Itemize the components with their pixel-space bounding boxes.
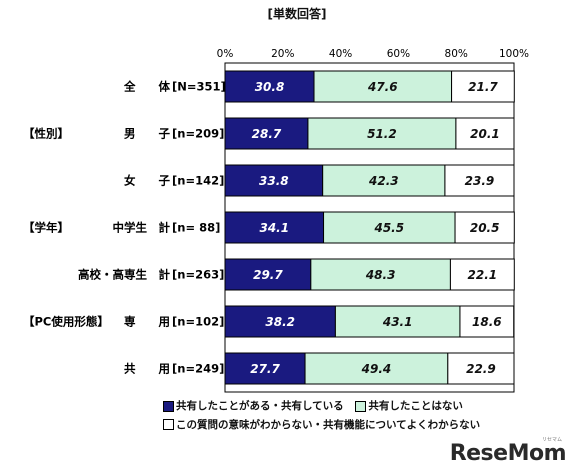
bar-value-label: 21.7 (468, 80, 498, 94)
bar-value-label: 28.7 (252, 127, 282, 141)
x-tick-label: 100% (499, 48, 529, 60)
bar-segment (310, 258, 451, 291)
legend-label-shared: 共有したことがある・共有している (176, 400, 344, 412)
legend-item-shared: 共有したことがある・共有している (163, 398, 344, 414)
bar-segment (323, 211, 456, 244)
row-category-label: 男 子 (124, 127, 170, 141)
legend-swatch-unknown (163, 419, 174, 430)
row-n-label: [n=249] (172, 362, 224, 376)
row-category-label: 中学生 計 (113, 221, 171, 235)
bar-value-label: 45.5 (373, 221, 404, 235)
row-n-label: [n=102] (172, 315, 224, 329)
row-category-label: 共 用 (124, 362, 170, 376)
legend-label-not-shared: 共有したことはない (368, 400, 463, 412)
bar-value-label: 18.6 (472, 315, 502, 329)
unit-label: [単数回答] (267, 7, 327, 21)
row-n-label: [n=142] (172, 174, 224, 188)
row-n-label: [N=351] (172, 80, 226, 94)
bar-value-label: 47.6 (367, 80, 398, 94)
legend-item-unknown: この質問の意味がわからない・共有機能についてよくわからない (163, 417, 480, 433)
row-category-label: 専 用 (124, 315, 170, 329)
row-n-label: [n= 88] (172, 221, 220, 235)
legend-swatch-shared (163, 400, 174, 412)
bar-segment (304, 352, 449, 385)
row-category-label: 高校・高専生 計 (78, 268, 170, 282)
bar-segment (224, 352, 306, 385)
bar-value-label: 30.8 (255, 80, 285, 94)
legend: 共有したことがある・共有している 共有したことはない この質問の意味がわからない… (163, 398, 503, 435)
legend-label-unknown: この質問の意味がわからない・共有機能についてよくわからない (176, 418, 481, 431)
bar-segment (447, 352, 515, 385)
watermark-sub: リセマム (541, 437, 562, 443)
bar-segment (444, 164, 515, 197)
legend-item-not-shared: 共有したことはない (355, 398, 463, 414)
legend-swatch-not-shared (355, 400, 367, 412)
bar-value-label: 38.2 (265, 315, 295, 329)
bar-value-label: 33.8 (259, 174, 289, 188)
bar-segment (224, 211, 325, 244)
bar-value-label: 20.5 (470, 221, 500, 235)
row-category-label: 全 体 (123, 80, 170, 94)
row-n-label: [n=263] (172, 268, 224, 282)
bar-value-label: 27.7 (250, 362, 280, 376)
row-category-label: 女 子 (124, 174, 170, 188)
bar-value-label: 51.2 (367, 127, 397, 141)
bar-value-label: 34.1 (259, 221, 289, 235)
bar-segment (307, 117, 457, 150)
bar-segment (224, 117, 309, 150)
bar-value-label: 29.7 (253, 268, 283, 282)
bar-value-label: 42.3 (368, 174, 399, 188)
bar-segment (459, 305, 515, 338)
bar-value-label: 23.9 (465, 174, 495, 188)
row-group-label: 【PC使用形態】 (23, 315, 109, 329)
bar-segment (313, 70, 453, 103)
x-tick-label: 0% (217, 48, 234, 60)
bar-value-label: 22.9 (466, 362, 496, 376)
bar-segment (334, 305, 461, 338)
bar-segment (451, 70, 515, 103)
x-tick-label: 20% (271, 48, 294, 60)
row-n-label: [n=209] (172, 127, 224, 141)
x-tick-label: 60% (387, 48, 410, 60)
bar-value-label: 49.4 (361, 362, 392, 376)
bar-segment (224, 70, 315, 103)
bar-segment (449, 258, 515, 291)
row-group-label: 【学年】 (23, 221, 69, 235)
bar-segment (455, 117, 515, 150)
bar-value-label: 43.1 (382, 315, 413, 329)
x-tick-label: 40% (329, 48, 352, 60)
row-group-label: 【性別】 (23, 127, 69, 141)
x-tick-label: 80% (445, 48, 468, 60)
bar-value-label: 20.1 (470, 127, 500, 141)
bar-segment (454, 211, 515, 244)
watermark-logo: ReseMom (449, 441, 567, 466)
bar-value-label: 22.1 (468, 268, 498, 282)
bar-value-label: 48.3 (365, 268, 396, 282)
